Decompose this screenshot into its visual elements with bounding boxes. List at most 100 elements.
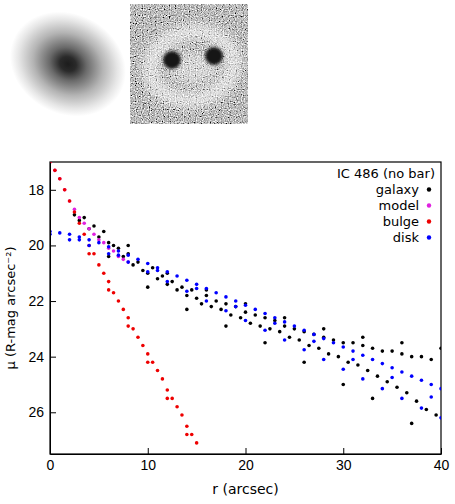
point	[361, 344, 365, 348]
point	[195, 287, 199, 291]
point	[175, 288, 179, 292]
legend: IC 486 (no bar)galaxymodelbulgedisk	[334, 164, 438, 247]
y-tick-mark	[50, 412, 56, 413]
point	[82, 216, 86, 220]
point	[249, 321, 253, 325]
point	[283, 320, 287, 324]
point	[429, 358, 433, 362]
plot-frame	[50, 162, 441, 454]
series-bulge	[50, 162, 198, 445]
point	[263, 328, 267, 332]
point	[302, 360, 306, 364]
point	[410, 355, 414, 359]
legend-marker	[427, 219, 431, 223]
point	[136, 258, 140, 262]
point	[297, 338, 301, 342]
point	[322, 358, 326, 362]
y-tick-mark	[50, 190, 56, 191]
point	[146, 352, 150, 356]
point	[87, 227, 91, 231]
point	[224, 309, 228, 313]
point	[195, 283, 199, 287]
point	[273, 321, 277, 325]
point	[307, 344, 311, 348]
point	[126, 316, 130, 320]
model-image-galaxy	[0, 0, 144, 136]
y-axis: 1820222426	[28, 163, 56, 455]
point	[390, 366, 394, 370]
point	[185, 294, 189, 298]
series-model	[50, 162, 130, 264]
point	[141, 269, 145, 273]
legend-label: model	[379, 198, 419, 213]
x-tick-label: 40	[434, 457, 450, 473]
point	[209, 305, 213, 309]
point	[78, 221, 82, 225]
point	[268, 327, 272, 331]
point	[58, 177, 62, 181]
point	[371, 397, 375, 401]
point	[420, 355, 424, 359]
point	[180, 413, 184, 417]
point	[420, 406, 424, 410]
point	[410, 374, 414, 378]
residual-ring	[144, 24, 240, 108]
point	[390, 349, 394, 353]
point	[117, 299, 121, 303]
point	[156, 369, 160, 373]
point	[395, 385, 399, 389]
point	[97, 263, 101, 267]
point	[102, 271, 106, 275]
point	[337, 355, 341, 359]
point	[214, 299, 218, 303]
point	[68, 199, 72, 203]
point	[112, 244, 116, 248]
model-image	[0, 0, 144, 136]
point	[107, 288, 111, 292]
point	[185, 433, 189, 437]
point	[63, 188, 67, 192]
point	[195, 296, 199, 300]
point	[253, 313, 257, 317]
residual-image	[130, 4, 248, 124]
point	[376, 374, 380, 378]
point	[195, 441, 199, 445]
point	[263, 341, 267, 345]
point	[102, 230, 106, 234]
point	[68, 199, 72, 203]
point	[102, 241, 106, 245]
point	[53, 169, 57, 173]
point	[415, 399, 419, 403]
point	[78, 238, 82, 242]
point	[146, 360, 150, 364]
x-axis-line	[51, 454, 442, 455]
point	[117, 249, 121, 253]
point	[244, 310, 248, 314]
point	[82, 233, 86, 237]
point	[170, 397, 174, 401]
point	[131, 327, 135, 331]
residual-noise	[130, 4, 248, 124]
point	[185, 308, 189, 312]
point	[68, 238, 72, 242]
legend-marker	[427, 187, 431, 191]
point	[234, 305, 238, 309]
point	[58, 231, 62, 235]
point	[244, 319, 248, 323]
point	[420, 379, 424, 383]
point	[82, 221, 86, 225]
point	[117, 253, 121, 257]
point	[273, 316, 277, 320]
point	[400, 341, 404, 345]
point	[126, 324, 130, 328]
point	[219, 308, 223, 312]
point	[425, 408, 429, 412]
point	[434, 413, 438, 417]
point	[439, 387, 441, 391]
point	[92, 252, 96, 256]
point	[293, 324, 297, 328]
residual-dark-spot	[163, 51, 181, 69]
legend-label: galaxy	[376, 182, 419, 197]
point	[205, 294, 209, 298]
point	[200, 302, 204, 306]
